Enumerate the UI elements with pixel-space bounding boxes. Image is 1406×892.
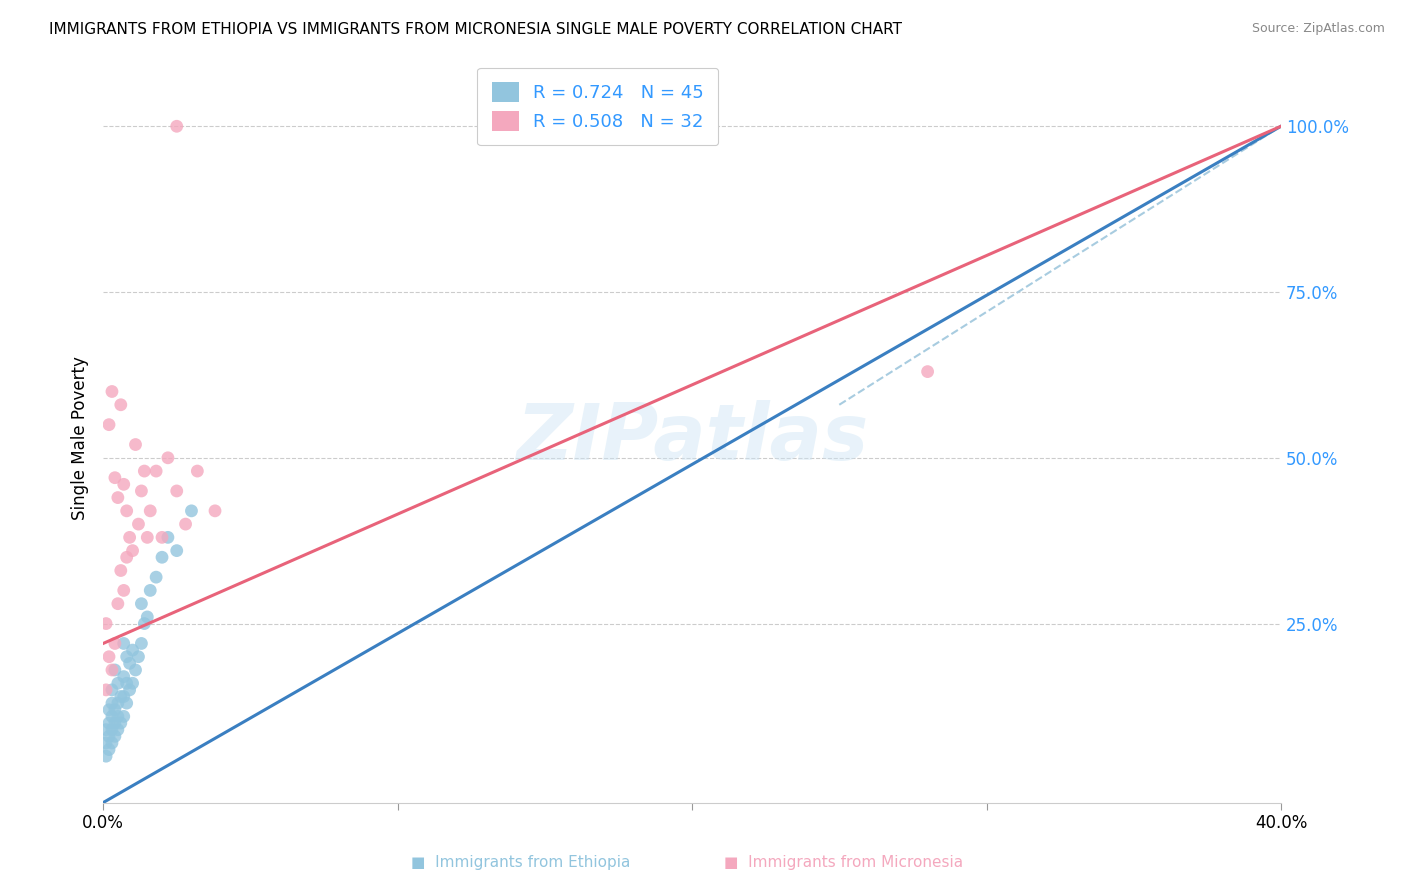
- Text: ZIPatlas: ZIPatlas: [516, 400, 868, 476]
- Point: [145, 570, 167, 584]
- Point: [131, 483, 153, 498]
- Point: [98, 649, 121, 664]
- Point: [107, 709, 129, 723]
- Point: [94, 749, 117, 764]
- Point: [110, 564, 132, 578]
- Point: [134, 616, 156, 631]
- Point: [150, 530, 173, 544]
- Point: [98, 703, 121, 717]
- Point: [112, 636, 135, 650]
- Point: [204, 504, 226, 518]
- Text: ■  Immigrants from Ethiopia: ■ Immigrants from Ethiopia: [411, 855, 630, 870]
- Point: [115, 649, 138, 664]
- Point: [112, 583, 135, 598]
- Point: [118, 682, 141, 697]
- Point: [156, 530, 179, 544]
- Point: [115, 696, 138, 710]
- Point: [166, 543, 188, 558]
- Point: [104, 729, 127, 743]
- Point: [124, 437, 146, 451]
- Point: [115, 504, 138, 518]
- Point: [101, 709, 124, 723]
- Point: [98, 742, 121, 756]
- Point: [134, 464, 156, 478]
- Point: [107, 723, 129, 737]
- Point: [104, 663, 127, 677]
- Point: [107, 597, 129, 611]
- Point: [127, 517, 149, 532]
- Point: [166, 120, 188, 134]
- Text: ■  Immigrants from Micronesia: ■ Immigrants from Micronesia: [724, 855, 963, 870]
- Point: [150, 550, 173, 565]
- Point: [118, 657, 141, 671]
- Point: [131, 636, 153, 650]
- Point: [127, 649, 149, 664]
- Y-axis label: Single Male Poverty: Single Male Poverty: [72, 356, 89, 520]
- Point: [101, 663, 124, 677]
- Point: [112, 709, 135, 723]
- Point: [112, 670, 135, 684]
- Point: [94, 616, 117, 631]
- Point: [145, 464, 167, 478]
- Point: [101, 736, 124, 750]
- Legend: R = 0.724   N = 45, R = 0.508   N = 32: R = 0.724 N = 45, R = 0.508 N = 32: [477, 68, 718, 145]
- Point: [180, 504, 202, 518]
- Point: [101, 682, 124, 697]
- Point: [121, 543, 143, 558]
- Point: [112, 477, 135, 491]
- Point: [101, 384, 124, 399]
- Point: [156, 450, 179, 465]
- Point: [98, 729, 121, 743]
- Point: [104, 703, 127, 717]
- Point: [174, 517, 197, 532]
- Point: [136, 610, 159, 624]
- Point: [104, 636, 127, 650]
- Point: [186, 464, 208, 478]
- Point: [166, 483, 188, 498]
- Point: [98, 417, 121, 432]
- Point: [917, 365, 939, 379]
- Point: [112, 690, 135, 704]
- Text: IMMIGRANTS FROM ETHIOPIA VS IMMIGRANTS FROM MICRONESIA SINGLE MALE POVERTY CORRE: IMMIGRANTS FROM ETHIOPIA VS IMMIGRANTS F…: [49, 22, 903, 37]
- Point: [94, 736, 117, 750]
- Point: [115, 676, 138, 690]
- Point: [94, 723, 117, 737]
- Point: [139, 504, 162, 518]
- Point: [110, 398, 132, 412]
- Point: [110, 716, 132, 731]
- Point: [121, 643, 143, 657]
- Point: [94, 682, 117, 697]
- Point: [104, 471, 127, 485]
- Point: [98, 716, 121, 731]
- Point: [101, 696, 124, 710]
- Point: [139, 583, 162, 598]
- Point: [107, 696, 129, 710]
- Point: [101, 723, 124, 737]
- Point: [107, 491, 129, 505]
- Point: [104, 716, 127, 731]
- Text: Source: ZipAtlas.com: Source: ZipAtlas.com: [1251, 22, 1385, 36]
- Point: [107, 676, 129, 690]
- Point: [110, 690, 132, 704]
- Point: [136, 530, 159, 544]
- Point: [121, 676, 143, 690]
- Point: [131, 597, 153, 611]
- Point: [115, 550, 138, 565]
- Point: [118, 530, 141, 544]
- Point: [124, 663, 146, 677]
